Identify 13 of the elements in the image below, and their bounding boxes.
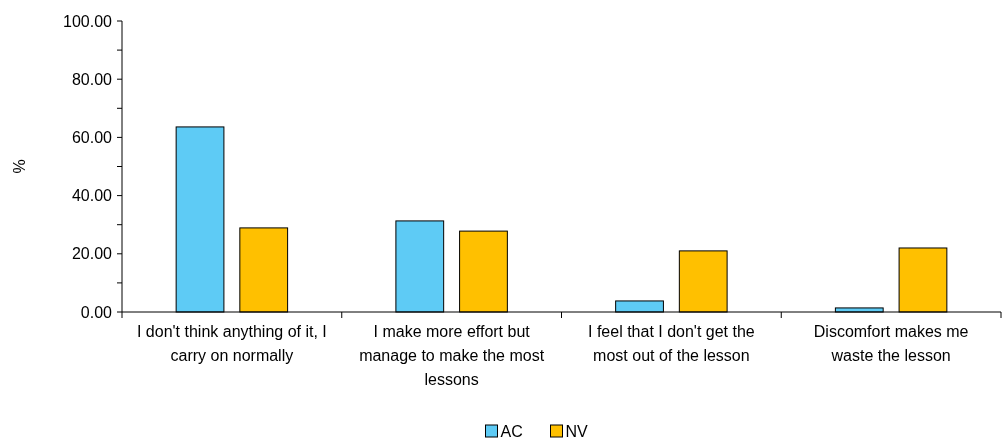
- x-tick-label: I don't think anything of it, I carry on normally: [136, 323, 327, 364]
- x-tick-label: I feel that I don't get the most out of the lesson: [588, 323, 755, 364]
- y-tick-label: 80.00: [71, 70, 113, 88]
- y-tick-label: 40.00: [71, 187, 113, 205]
- legend-label: NV: [565, 422, 589, 440]
- y-axis-title: %: [11, 159, 28, 174]
- y-tick-label: 60.00: [71, 129, 113, 146]
- x-tick-label: I make more effort but manage to make the most lessons: [359, 323, 545, 388]
- y-tick-label: 0.00: [80, 303, 113, 321]
- x-tick-label: Discomfort makes me waste the lesson: [813, 323, 969, 364]
- y-tick-label: 20.00: [71, 245, 113, 263]
- y-tick-label: 100.00: [63, 12, 113, 30]
- legend-label: AC: [500, 422, 523, 440]
